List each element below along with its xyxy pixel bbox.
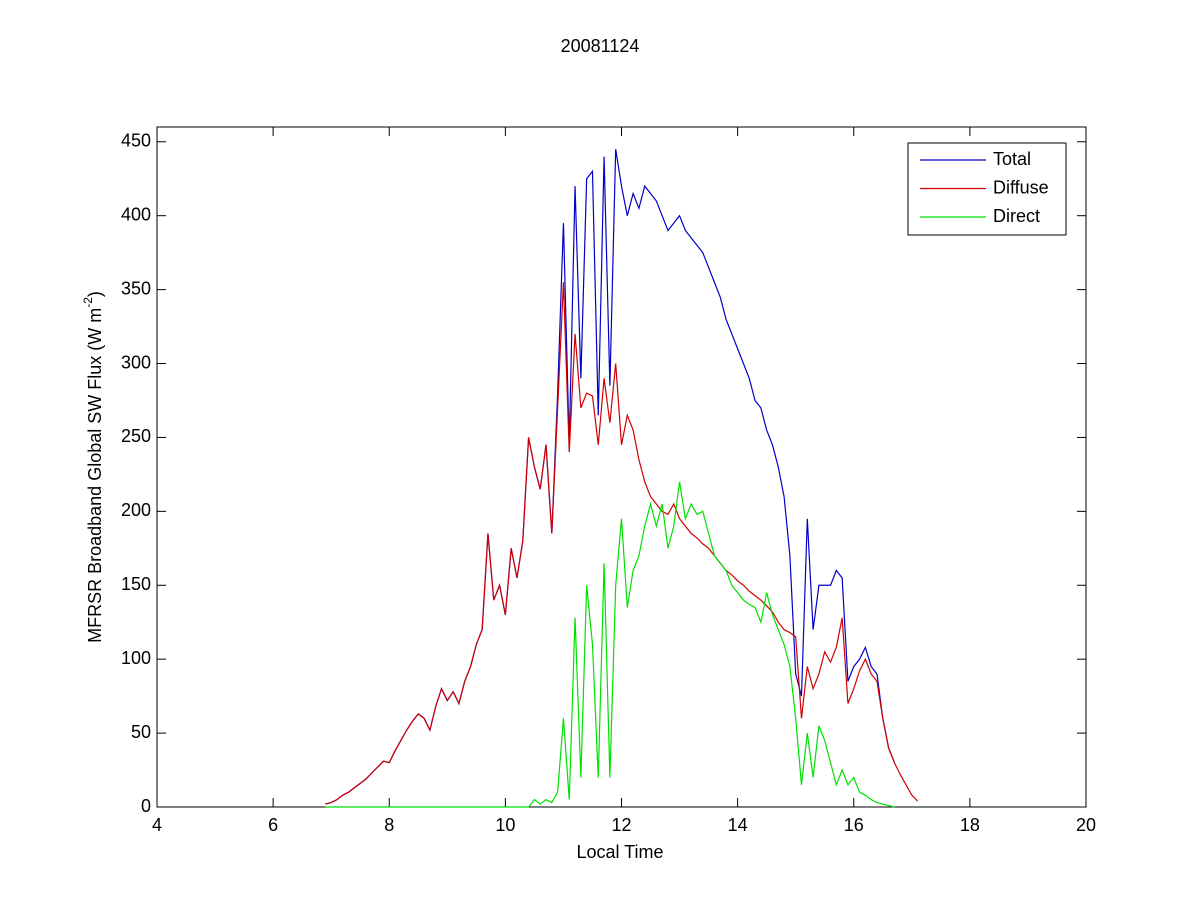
y-tick-label: 400 — [121, 204, 151, 224]
legend-label: Diffuse — [993, 177, 1049, 197]
series-line — [325, 481, 895, 808]
y-tick-label: 300 — [121, 352, 151, 372]
x-tick-label: 10 — [495, 815, 515, 835]
y-tick-label: 200 — [121, 500, 151, 520]
y-tick-label: 250 — [121, 426, 151, 446]
x-tick-label: 8 — [384, 815, 394, 835]
y-tick-label: 450 — [121, 131, 151, 151]
y-tick-label: 50 — [131, 722, 151, 742]
y-tick-label: 100 — [121, 648, 151, 668]
x-axis-label: Local Time — [576, 842, 663, 862]
y-label-end: ) — [85, 291, 105, 297]
x-tick-label: 4 — [152, 815, 162, 835]
x-tick-label: 16 — [844, 815, 864, 835]
series-line — [325, 282, 919, 805]
y-tick-label: 350 — [121, 278, 151, 298]
y-label-sup: -2 — [81, 297, 95, 308]
y-tick-label: 0 — [141, 796, 151, 816]
legend-label: Total — [993, 149, 1031, 169]
legend-label: Direct — [993, 206, 1040, 226]
x-tick-label: 12 — [611, 815, 631, 835]
y-tick-label: 150 — [121, 574, 151, 594]
y-label-main: MFRSR Broadband Global SW Flux (W m — [85, 308, 105, 643]
plot-frame — [156, 126, 1087, 808]
x-tick-label: 18 — [960, 815, 980, 835]
chart-title: 20081124 — [561, 36, 640, 56]
x-tick-label: 6 — [268, 815, 278, 835]
x-tick-label: 20 — [1076, 815, 1096, 835]
y-axis-label: MFRSR Broadband Global SW Flux (W m-2) — [81, 291, 105, 643]
x-tick-label: 14 — [728, 815, 748, 835]
